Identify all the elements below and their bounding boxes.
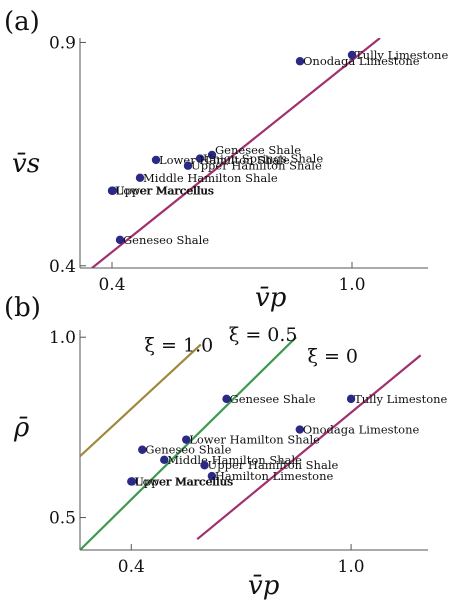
point-middle-hamilton-shale: [135, 173, 145, 182]
point-upper-hamilton-shale: [200, 461, 209, 470]
x-tick-label: 0.4: [118, 557, 145, 577]
point-label-genesee-shale: Genesee Shale: [215, 143, 301, 157]
point-label-geneseo-shale: Geneseo Shale: [145, 443, 231, 457]
point-upper-hamilton-shale: [183, 161, 193, 170]
line-label-1-0: ξ = 1.0: [145, 335, 214, 357]
panel-a-y-label: v̄s: [12, 149, 40, 179]
point-label-genesee-shale: Genesee Shale: [230, 392, 316, 406]
panel-b-y-label: ρ̄: [13, 413, 30, 443]
point-middle-hamilton-shale: [160, 455, 169, 465]
x-tick-label: 1.0: [338, 275, 365, 295]
point-label-tully-limestone: Tully Limestone: [355, 48, 448, 62]
point-tully-limestone: [347, 50, 357, 60]
point-union-springs-shale: [195, 154, 205, 163]
point-hamilton-limestone: [207, 471, 217, 481]
fit-line-0: [196, 354, 422, 541]
line-label-0-5: ξ = 0.5: [229, 324, 298, 346]
point-tully-limestone: [346, 394, 356, 404]
x-tick-label: 0.4: [98, 275, 125, 295]
point-geneseo-shale: [138, 445, 147, 454]
fit-line-0-5: [80, 336, 297, 550]
point-label-geneseo-shale: Geneseo Shale: [123, 233, 209, 247]
point-label-lower-marcellus: Lower Marcellus: [135, 474, 233, 488]
panel-b-letter: (b): [4, 293, 41, 323]
point-lower-hamilton-shale: [182, 435, 191, 444]
point-geneseo-shale: [115, 235, 125, 245]
point-label-union-springs-shale: Union Springs Shale: [203, 152, 323, 166]
point-onodaga-limestone: [295, 425, 304, 434]
point-label-upper-hamilton-shale: Upper Hamilton Shale: [208, 458, 339, 472]
panel-a-x-label: v̄p: [255, 283, 287, 313]
panel-a-letter: (a): [4, 7, 40, 37]
line-label-0: ξ = 0: [307, 345, 358, 367]
y-tick-label: 0.4: [49, 257, 76, 277]
point-genesee-shale: [207, 150, 217, 160]
point-lower-marcellus: [108, 186, 118, 195]
x-tick-label: 1.0: [338, 557, 365, 577]
point-label-lower-hamilton-shale: Lower Hamilton Shale: [159, 153, 290, 167]
point-label-onodaga-limestone: Onodaga Limestone: [303, 423, 420, 437]
point-lower-marcellus: [127, 477, 137, 486]
y-tick-label: 1.0: [49, 328, 76, 348]
point-label-tully-limestone: Tully Limestone: [354, 392, 447, 406]
point-lower-hamilton-shale: [151, 155, 161, 165]
y-tick-label: 0.5: [49, 509, 76, 529]
point-label-onodaga-limestone: Onodaga Limestone: [303, 54, 420, 68]
point-label-upper-hamilton-shale: Upper Hamilton Shale: [191, 159, 322, 173]
point-label-hamilton-limestone: Hamilton Limestone: [215, 469, 334, 483]
point-label-lower-marcellus: Lower Marcellus: [116, 184, 214, 198]
point-onodaga-limestone: [295, 57, 305, 66]
point-genesee-shale: [222, 394, 231, 404]
panel-b-x-label: v̄p: [248, 571, 280, 601]
fit-line: [91, 38, 381, 268]
point-label-middle-hamilton-shale: Middle Hamilton Shale: [143, 171, 278, 185]
point-label-upper-marcellus: Upper Marcellus: [134, 474, 233, 488]
panel-a: (a) 0.4 1.0 0.4 0.9 Tully LimestoneOnodaga …: [4, 7, 448, 313]
point-label-lower-hamilton-shale: Lower Hamilton Shale: [189, 433, 320, 447]
fit-line-1-0: [80, 343, 202, 458]
y-tick-label: 0.9: [49, 33, 76, 53]
panel-b: (b) 0.4 1.0 0.5 1.0 ξ = 1.0 ξ = 0.5 ξ = 0 Gen…: [4, 293, 448, 601]
point-label-upper-marcellus: Upper Marcellus: [115, 184, 214, 198]
